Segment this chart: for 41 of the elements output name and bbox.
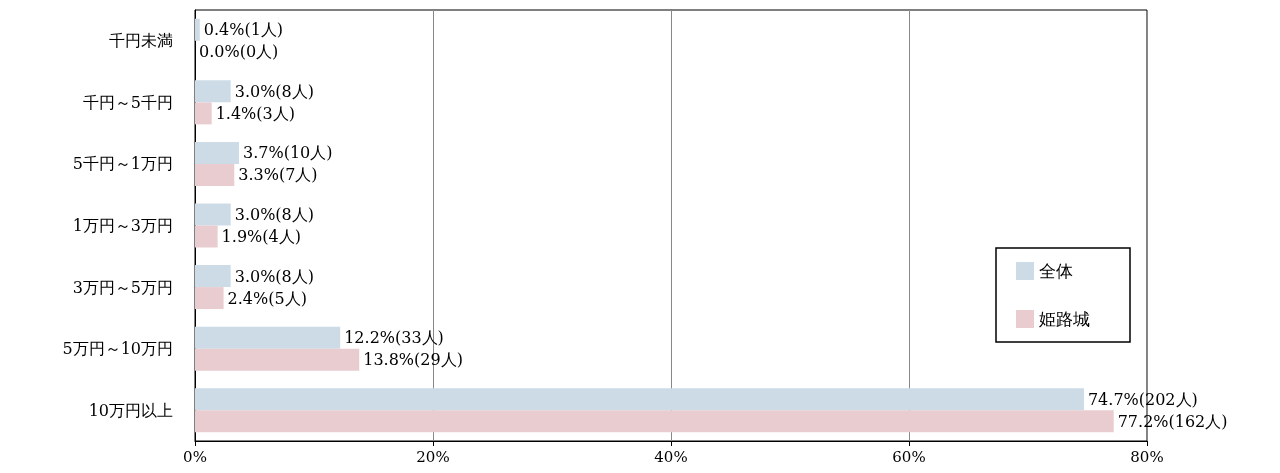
bar — [195, 287, 224, 310]
x-tick-label: 80% — [1130, 447, 1164, 466]
y-tick-label: 5万円～10万円 — [62, 339, 173, 359]
data-label: 1.4%(3人) — [215, 103, 295, 123]
y-tick-label: 千円～5千円 — [82, 92, 173, 112]
y-tick-label: 5千円～1万円 — [72, 154, 173, 174]
data-label: 0.4%(1人) — [203, 20, 284, 40]
y-tick-label: 1万円～3万円 — [72, 216, 173, 235]
bar — [195, 141, 240, 164]
data-label: 0.0%(0人) — [199, 42, 279, 62]
x-tick-label: 40% — [654, 447, 688, 466]
x-tick-label: 20% — [416, 447, 450, 466]
y-tick-label: 3万円～5万円 — [72, 277, 173, 297]
data-label: 3.7%(10人) — [243, 143, 333, 163]
x-tick-label: 60% — [892, 447, 926, 466]
data-label: 3.0%(8人) — [234, 205, 315, 224]
data-label: 3.0%(8人) — [234, 81, 315, 101]
bar — [195, 388, 1084, 411]
data-label: 3.3%(7人) — [238, 165, 318, 185]
bar — [195, 102, 212, 125]
data-label: 2.4%(5人) — [227, 288, 307, 308]
bar — [195, 163, 235, 186]
legend-label: 全体 — [1039, 261, 1073, 281]
y-tick-label: 10万円以上 — [88, 400, 173, 420]
y-tick-label: 千円未満 — [109, 31, 173, 51]
data-label: 3.0%(8人) — [234, 266, 315, 286]
bar — [195, 80, 231, 103]
bar — [195, 225, 218, 248]
legend-label: 姫路城 — [1039, 309, 1090, 329]
bar — [195, 410, 1114, 433]
bar — [195, 348, 360, 371]
bar — [195, 265, 231, 288]
bar — [195, 203, 231, 226]
data-label: 13.8%(29人) — [363, 350, 463, 370]
data-label: 12.2%(33人) — [344, 328, 444, 348]
data-label: 1.9%(4人) — [221, 227, 301, 246]
x-tick-label: 0% — [183, 447, 207, 466]
data-label: 77.2%(162人) — [1117, 411, 1228, 431]
bar — [195, 326, 341, 349]
data-label: 74.7%(202人) — [1087, 389, 1198, 409]
bar — [195, 18, 200, 41]
